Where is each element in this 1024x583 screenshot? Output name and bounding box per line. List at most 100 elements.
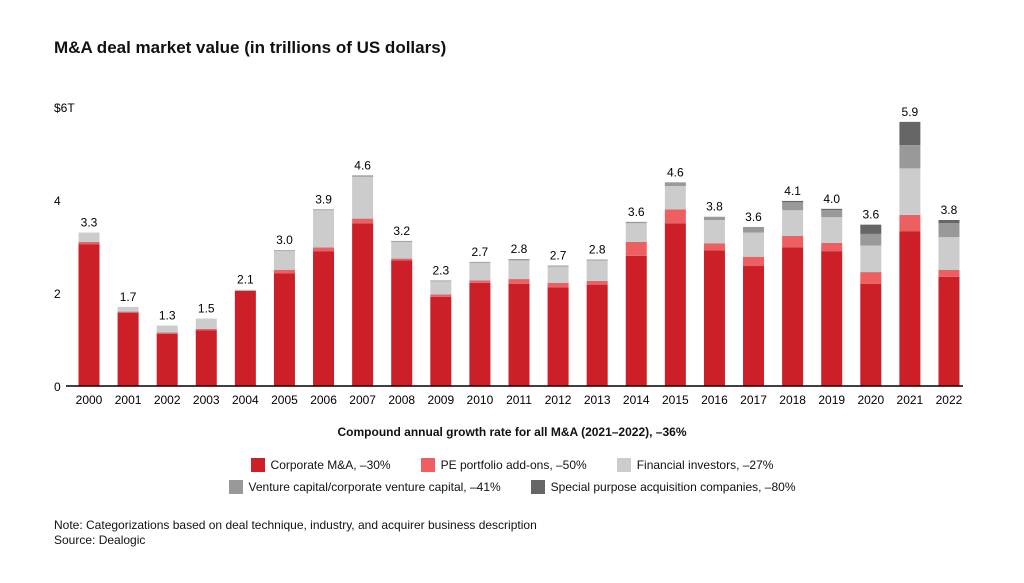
bar-segment [430, 280, 452, 282]
bar-segment [469, 282, 491, 386]
total-label: 4.6 [667, 165, 684, 179]
bar-segment [234, 289, 256, 291]
legend-label: Financial investors, –27% [636, 458, 774, 472]
bar-segment [391, 258, 413, 261]
x-tick-label: 2022 [936, 393, 963, 407]
bar-segment [625, 255, 647, 386]
legend-label: Special purpose acquisition companies, –… [550, 480, 796, 494]
bar-segment [586, 280, 608, 285]
bar-segment [586, 260, 608, 281]
legend-swatch [420, 458, 435, 472]
total-label: 4.0 [823, 192, 840, 206]
bar-segment [547, 282, 569, 288]
bar-segment [234, 290, 256, 386]
bar-segment [625, 241, 647, 256]
bar-segment [899, 231, 921, 386]
x-tick-label: 2014 [623, 393, 650, 407]
bar-segment [860, 224, 882, 234]
bar-segment [938, 223, 960, 238]
bar-segment [273, 273, 295, 386]
bar-segment [899, 121, 921, 146]
x-tick-label: 2000 [76, 393, 103, 407]
bar-segment [938, 276, 960, 386]
bar-segment [703, 243, 725, 251]
bar-segment [743, 266, 765, 386]
total-label: 2.1 [237, 273, 254, 287]
bar-segment [547, 265, 569, 267]
x-tick-label: 2005 [271, 393, 298, 407]
bar-segment [860, 272, 882, 284]
bar-segment [664, 223, 686, 386]
legend-item: Special purpose acquisition companies, –… [530, 480, 796, 494]
legend-label: PE portfolio add-ons, –50% [440, 458, 587, 472]
total-label: 4.1 [784, 184, 801, 198]
x-tick-label: 2001 [115, 393, 142, 407]
bar-segment [469, 261, 491, 263]
source: Source: Dealogic [54, 533, 146, 547]
total-label: 3.3 [81, 216, 98, 230]
bar-segment [195, 330, 217, 386]
total-label: 2.8 [589, 243, 606, 257]
legend-item: Corporate M&A, –30% [250, 458, 391, 472]
bar-segment [313, 251, 335, 386]
bar-segment [117, 312, 139, 386]
bar-segment [195, 328, 217, 331]
bar-segment [508, 283, 530, 386]
bar-segment [821, 242, 843, 252]
bar-segment [703, 219, 725, 244]
legend-label: Venture capital/corporate venture capita… [248, 480, 501, 494]
total-label: 1.3 [159, 309, 176, 323]
x-tick-label: 2002 [154, 393, 181, 407]
total-label: 2.8 [511, 242, 528, 256]
total-label: 3.8 [706, 200, 723, 214]
bar-segment [352, 223, 374, 386]
total-label: 3.0 [276, 233, 293, 247]
legend-row-2: Venture capital/corporate venture capita… [0, 480, 1024, 494]
total-label: 5.9 [902, 105, 919, 119]
bar-segment [508, 259, 530, 261]
bar-segment [860, 245, 882, 273]
bar-segment [469, 262, 491, 281]
bar-segment [782, 235, 804, 248]
x-tick-label: 2009 [427, 393, 454, 407]
bar-segment [391, 240, 413, 242]
bar-segment [352, 176, 374, 219]
total-label: 3.6 [628, 205, 645, 219]
bar-segment [156, 325, 178, 333]
bar-segment [703, 250, 725, 386]
bar-segment [391, 260, 413, 386]
total-label: 2.7 [472, 245, 489, 259]
note: Note: Categorizations based on deal tech… [54, 518, 537, 532]
total-label: 3.8 [941, 203, 958, 217]
x-tick-label: 2010 [467, 393, 494, 407]
bar-segment [664, 182, 686, 187]
x-tick-label: 2019 [818, 393, 845, 407]
total-label: 4.6 [354, 158, 371, 172]
bar-segment [899, 145, 921, 169]
bar-segment [782, 210, 804, 236]
bar-segment [821, 210, 843, 218]
legend-label: Corporate M&A, –30% [270, 458, 391, 472]
x-tick-label: 2008 [388, 393, 415, 407]
total-label: 3.6 [745, 210, 762, 224]
bar-segment [938, 237, 960, 270]
bar-segment [430, 296, 452, 386]
x-tick-label: 2012 [545, 393, 572, 407]
bar-segment [743, 232, 765, 257]
bar-segment [899, 168, 921, 215]
bar-segment [313, 210, 335, 248]
x-tick-label: 2004 [232, 393, 259, 407]
total-label: 1.5 [198, 302, 215, 316]
total-label: 2.3 [432, 263, 449, 277]
x-tick-label: 2006 [310, 393, 337, 407]
y-tick-label: 4 [54, 194, 61, 208]
bar-segment [313, 247, 335, 252]
legend-swatch [228, 480, 243, 494]
bar-segment [938, 219, 960, 224]
chart-subtitle: Compound annual growth rate for all M&A … [337, 425, 687, 439]
total-label: 1.7 [120, 290, 137, 304]
bar-segment [156, 332, 178, 334]
total-label: 3.2 [393, 224, 410, 238]
total-label: 2.7 [550, 249, 567, 263]
